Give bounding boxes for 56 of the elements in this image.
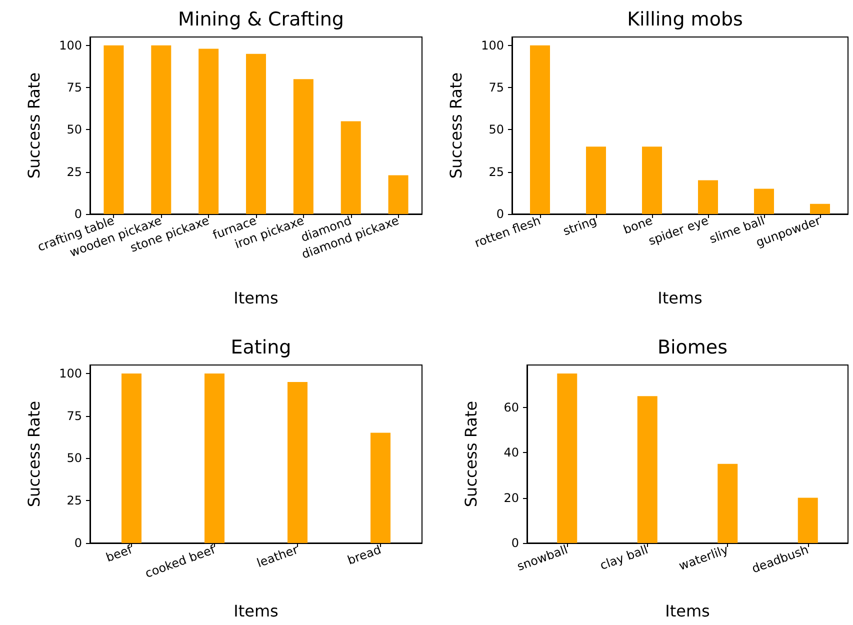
bar — [754, 188, 774, 214]
bar — [151, 45, 172, 214]
y-tick-label: 25 — [488, 164, 504, 179]
chart-title: Biomes — [657, 336, 728, 358]
x-axis-title: Items — [234, 288, 278, 308]
chart-title: Killing mobs — [627, 8, 743, 30]
bar — [698, 180, 718, 214]
y-tick-label: 50 — [66, 451, 82, 466]
chart-title: Mining & Crafting — [178, 8, 344, 30]
bar — [204, 373, 224, 543]
y-tick-label: 50 — [488, 122, 504, 137]
y-tick-label: 100 — [59, 366, 82, 380]
y-tick-label: 100 — [59, 38, 82, 52]
bar — [293, 79, 314, 214]
y-axis-title: Success Rate — [446, 72, 466, 179]
bar — [810, 204, 830, 214]
bar — [798, 498, 818, 543]
y-tick-label: 75 — [488, 80, 504, 95]
bar — [637, 396, 658, 543]
bar — [557, 373, 578, 543]
x-tick-label: beef — [104, 542, 135, 565]
bar — [122, 373, 142, 543]
x-axis-title: Items — [665, 602, 710, 620]
y-tick-label: 75 — [66, 80, 82, 95]
bar — [246, 54, 266, 214]
x-tick-label: bread — [346, 542, 383, 568]
bar — [104, 45, 124, 214]
y-tick-label: 20 — [504, 490, 519, 505]
x-axis-title: Items — [658, 288, 702, 308]
x-tick-label: string — [561, 213, 598, 238]
y-tick-label: 0 — [74, 536, 82, 550]
chart-title: Eating — [230, 336, 292, 358]
bar — [370, 432, 390, 543]
y-axis-title: Success Rate — [24, 72, 44, 179]
y-tick-label: 40 — [504, 446, 519, 460]
bar — [530, 45, 550, 214]
y-tick-label: 25 — [66, 494, 82, 508]
bar — [718, 464, 738, 543]
bar — [340, 121, 361, 214]
bar — [586, 146, 606, 214]
bar — [198, 48, 219, 214]
x-tick-label: clay ball — [598, 542, 650, 573]
y-axis-title: Success Rate — [462, 400, 480, 508]
y-axis-title: Success Rate — [24, 400, 44, 508]
y-tick-label: 100 — [481, 38, 504, 52]
y-tick-label: 25 — [66, 164, 82, 179]
bar — [288, 382, 308, 543]
y-tick-label: 75 — [66, 408, 82, 423]
y-tick-label: 0 — [496, 207, 504, 221]
bar — [642, 146, 662, 214]
bar — [388, 175, 408, 214]
y-tick-label: 0 — [511, 536, 519, 550]
x-axis-title: Items — [234, 602, 278, 620]
y-tick-label: 50 — [66, 122, 82, 137]
y-tick-label: 60 — [504, 400, 519, 414]
y-tick-label: 0 — [74, 207, 82, 221]
